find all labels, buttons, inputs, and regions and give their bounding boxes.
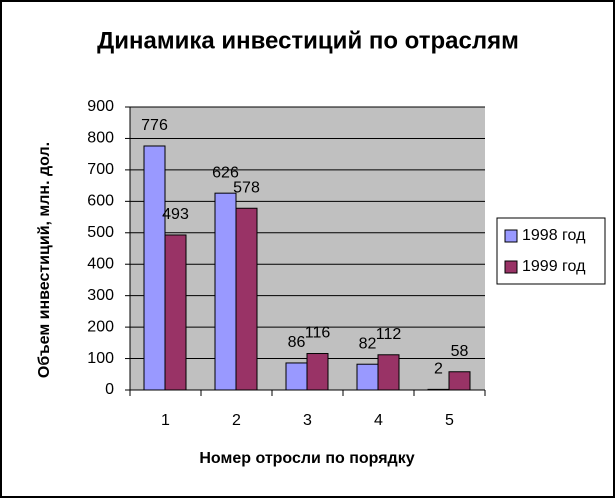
- x-tick-label: 5: [445, 412, 454, 429]
- y-tick-label: 300: [87, 287, 114, 304]
- value-label: 58: [451, 343, 469, 360]
- x-tick-label: 1: [161, 412, 170, 429]
- bar: [164, 234, 187, 391]
- value-label: 116: [305, 325, 331, 342]
- value-label: 112: [376, 326, 402, 343]
- value-label: 2: [434, 361, 443, 378]
- value-label: 82: [359, 335, 377, 352]
- chart-title: Динамика инвестиций по отраслям: [97, 27, 519, 54]
- bar: [235, 207, 258, 391]
- value-label: 86: [288, 334, 306, 351]
- value-label: 493: [162, 206, 189, 223]
- y-tick-label: 100: [87, 350, 114, 367]
- bar: [306, 353, 329, 391]
- y-tick-label: 900: [87, 98, 114, 115]
- value-label: 626: [212, 164, 239, 181]
- bar: [448, 371, 471, 391]
- y-tick-label: 700: [87, 161, 114, 178]
- bar: [285, 362, 308, 391]
- plot-area: [130, 107, 485, 390]
- value-label: 578: [233, 179, 260, 196]
- y-tick-label: 400: [87, 255, 114, 272]
- y-tick-label: 600: [87, 193, 114, 210]
- x-axis-label: Номер отросли по порядку: [199, 450, 414, 467]
- y-tick-label: 0: [105, 381, 114, 398]
- x-tick-label: 4: [374, 412, 383, 429]
- y-tick-label: 500: [87, 224, 114, 241]
- y-tick-label: 200: [87, 318, 114, 335]
- bar: [143, 145, 166, 391]
- bar: [356, 363, 379, 391]
- legend-swatch: [504, 229, 518, 243]
- x-tick-label: 3: [303, 412, 312, 429]
- value-label: 776: [141, 117, 168, 134]
- legend-label: 1998 год: [522, 227, 586, 244]
- bar: [427, 388, 450, 391]
- legend-swatch: [504, 260, 518, 274]
- x-tick-label: 2: [232, 412, 241, 429]
- bar: [377, 354, 400, 391]
- y-axis-label: Объем инвестиций, млн. дол.: [36, 142, 53, 378]
- y-tick-label: 800: [87, 130, 114, 147]
- bar: [214, 192, 237, 391]
- legend-label: 1999 год: [522, 258, 586, 275]
